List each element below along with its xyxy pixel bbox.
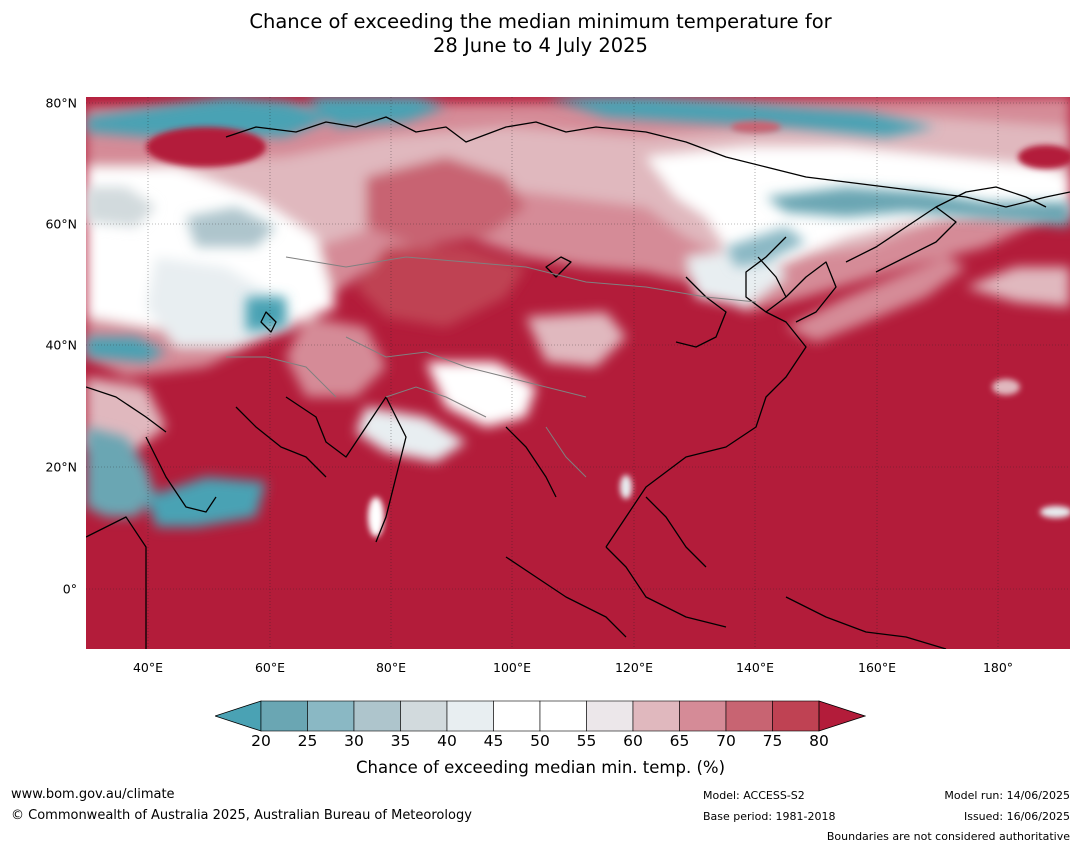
colorbar-tick-label: 45 (483, 732, 504, 750)
country-boundaries (226, 256, 757, 478)
probability-map (86, 97, 1070, 649)
colorbar (215, 700, 866, 732)
disclaimer-text: Boundaries are not considered authoritat… (826, 830, 1070, 843)
colorbar-segment (353, 700, 401, 732)
colorbar-label: Chance of exceeding median min. temp. (%… (355, 758, 726, 777)
lat-label-0: 0° (62, 581, 77, 597)
colorbar-segment (586, 700, 634, 732)
lon-label-180: 180° (982, 660, 1014, 675)
title-line-1: Chance of exceeding the median minimum t… (249, 10, 832, 33)
lon-label-60e: 60°E (254, 660, 286, 675)
website-text: www.bom.gov.au/climate (11, 787, 175, 802)
lon-label-80e: 80°E (375, 660, 407, 675)
lat-label-80n: 80°N (45, 95, 77, 111)
scattered-patches (146, 121, 1070, 537)
lat-label-40n: 40°N (45, 337, 77, 353)
title-line-2: 28 June to 4 July 2025 (433, 34, 648, 57)
map-title: Chance of exceeding the median minimum t… (0, 10, 1081, 58)
colorbar-segment (539, 700, 587, 732)
base-period-text: Base period: 1981-2018 (703, 810, 836, 823)
colorbar-tick-label: 80 (809, 732, 829, 750)
copyright-text: © Commonwealth of Australia 2025, Austra… (11, 808, 472, 823)
colorbar-tick-label: 60 (623, 732, 643, 750)
colorbar-tick-label: 20 (251, 732, 271, 750)
colorbar-segment (307, 700, 355, 732)
colorbar-segment (632, 700, 680, 732)
model-run-text: Model run: 14/06/2025 (944, 789, 1070, 802)
colorbar-segment (725, 700, 773, 732)
graticule (86, 97, 1070, 649)
lon-label-160e: 160°E (857, 660, 897, 675)
lon-label-120e: 120°E (614, 660, 654, 675)
colorbar-tick-label: 70 (716, 732, 736, 750)
colorbar-tick-label: 40 (437, 732, 457, 750)
model-text: Model: ACCESS-S2 (703, 789, 805, 802)
colorbar-segment (679, 700, 727, 732)
colorbar-tick-label: 65 (669, 732, 690, 750)
colorbar-tick-label: 30 (344, 732, 364, 750)
lon-label-100e: 100°E (492, 660, 532, 675)
colorbar-segment (400, 700, 448, 732)
lon-label-40e: 40°E (132, 660, 164, 675)
issued-text: Issued: 16/06/2025 (963, 810, 1070, 823)
colorbar-under-arrow (215, 700, 262, 732)
colorbar-tick-label: 55 (576, 732, 597, 750)
colorbar-segment (493, 700, 541, 732)
colorbar-tick-label: 75 (762, 732, 783, 750)
colorbar-tick-label: 25 (297, 732, 318, 750)
colorbar-segment (446, 700, 494, 732)
lon-label-140e: 140°E (735, 660, 775, 675)
colorbar-tick-label: 35 (390, 732, 411, 750)
lat-label-20n: 20°N (45, 459, 77, 475)
colorbar-segment (772, 700, 820, 732)
colorbar-over-arrow (818, 700, 866, 732)
lat-label-60n: 60°N (45, 216, 77, 232)
probability-shading (86, 97, 1070, 462)
colorbar-segment (260, 700, 308, 732)
coastlines (86, 116, 1070, 649)
colorbar-tick-label: 50 (530, 732, 550, 750)
map-canvas (86, 97, 1070, 649)
low-probability-areas (86, 97, 1070, 527)
